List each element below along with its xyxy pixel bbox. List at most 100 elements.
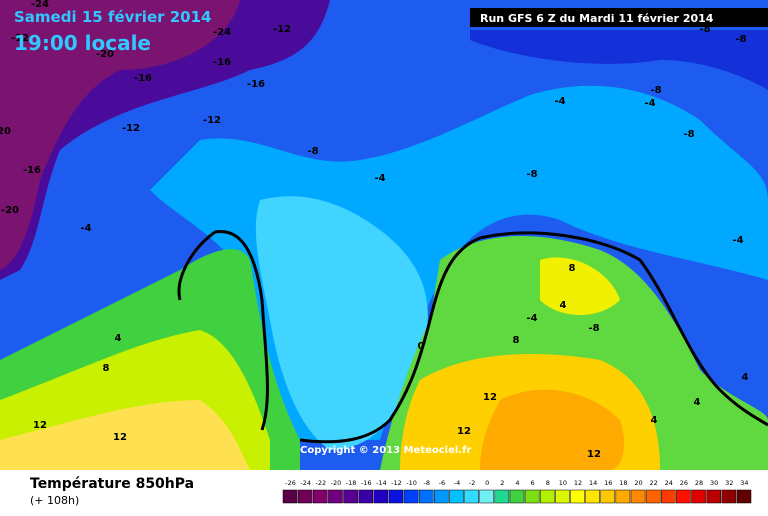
contour-label: -12 [11, 33, 29, 44]
contour-labels: -24 -12 -20 -24 -12 -16 -16 -16 -12 -12 20 -16 -20 -8… [0, 0, 749, 460]
contour-label: -8 [526, 169, 537, 180]
copyright: Copyright © 2013 Meteociel.fr [300, 445, 471, 456]
contour-label: 4 [115, 333, 122, 344]
legend-label: -18 [346, 479, 357, 487]
contour-label: 8 [569, 263, 576, 274]
contour-label: -12 [203, 115, 221, 126]
contour-label: 12 [457, 426, 471, 437]
zero-isotherm [177, 230, 768, 444]
legend-swatch [570, 489, 585, 504]
contour-label: -8 [699, 24, 710, 35]
contour-label: 12 [587, 449, 601, 460]
legend-swatch [358, 489, 374, 504]
legend-label: -10 [406, 479, 417, 487]
legend-label: -8 [423, 479, 429, 487]
legend-swatch [676, 489, 691, 504]
legend-swatch [479, 489, 495, 504]
legend-label: -4 [454, 479, 460, 487]
legend: -26 -24 -22 -20 -18 -16 -14 -12 -10 -8 -6 -4 -2 0 2 4 6 8… [282, 479, 752, 504]
run: Run GFS 6 Z du Mardi 11 février 2014 [480, 12, 714, 25]
legend-swatch [555, 489, 570, 504]
contour-label: -16 [134, 73, 152, 84]
legend-swatch [418, 489, 434, 504]
legend-label: 16 [604, 479, 612, 487]
legend-label: 20 [634, 479, 642, 487]
map [0, 0, 768, 470]
contour-label: 8 [103, 363, 110, 374]
legend-label: 32 [725, 479, 733, 487]
legend-label: 8 [546, 479, 550, 487]
legend-swatch [721, 489, 737, 504]
date: Samedi 15 février 2014 [14, 8, 211, 26]
legend-swatch [403, 489, 419, 504]
legend-label: 26 [680, 479, 688, 487]
contour-label: -20 [1, 205, 19, 216]
contour-label: 12 [483, 392, 497, 403]
legend-swatch [297, 489, 313, 504]
legend-label: 28 [695, 479, 703, 487]
contour-label: 0 [418, 341, 425, 352]
contour-label: 20 [0, 126, 11, 137]
legend-label: 22 [650, 479, 658, 487]
legend-label: 4 [515, 479, 519, 487]
legend-swatch [343, 489, 358, 504]
legend-swatch [736, 489, 752, 504]
legend-swatch [373, 489, 389, 504]
legend-swatch [388, 489, 404, 504]
contour-label: -16 [247, 79, 265, 90]
legend-label: -16 [361, 479, 372, 487]
contour-label: -24 [213, 27, 231, 38]
contour-label: -4 [554, 96, 565, 107]
legend-swatch [434, 489, 449, 504]
contour-label: -8 [683, 129, 694, 140]
legend-label: 14 [589, 479, 597, 487]
legend-swatch [524, 489, 540, 504]
legend-swatch [600, 489, 616, 504]
contour-label: 4 [560, 300, 567, 311]
contour-label: 8 [513, 335, 520, 346]
legend-swatch [464, 489, 479, 504]
legend-swatch [660, 489, 676, 504]
footer-lead: (+ 108h) [30, 494, 79, 507]
legend-swatch [645, 489, 661, 504]
legend-label: 30 [710, 479, 718, 487]
contour-label: -24 [31, 0, 49, 10]
legend-label: 10 [559, 479, 567, 487]
contour-label: -4 [644, 98, 655, 109]
contour-label: -12 [273, 24, 291, 35]
legend-label: 0 [485, 479, 489, 487]
time: 19:00 locale [14, 31, 151, 55]
contour-label: -4 [374, 173, 385, 184]
legend-swatch [539, 489, 555, 504]
legend-label: -2 [469, 479, 475, 487]
legend-label: 34 [740, 479, 748, 487]
legend-swatch [494, 489, 510, 504]
contour-label: -8 [650, 85, 661, 96]
contour-label: -16 [213, 57, 231, 68]
legend-label: -14 [376, 479, 387, 487]
contour-label: 12 [113, 432, 127, 443]
legend-label: 6 [531, 479, 535, 487]
legend-swatch [449, 489, 464, 504]
contour-label: -4 [526, 313, 537, 324]
contour-label: 4 [694, 397, 701, 408]
legend-label: -26 [285, 479, 296, 487]
legend-swatch [509, 489, 525, 504]
legend-label: -24 [300, 479, 311, 487]
legend-swatch [691, 489, 706, 504]
legend-label: 18 [619, 479, 627, 487]
legend-swatch [282, 489, 298, 504]
contour-label: -8 [735, 34, 746, 45]
legend-swatch [313, 489, 328, 504]
legend-label: -22 [316, 479, 327, 487]
contour-label: -4 [80, 223, 91, 234]
legend-label: -20 [331, 479, 342, 487]
contour-label: -16 [23, 165, 41, 176]
footer-title: Température 850hPa [30, 476, 194, 492]
contour-label: 4 [742, 372, 749, 383]
contour-label: 4 [651, 415, 658, 426]
contour-label: -4 [732, 235, 743, 246]
legend-label: -12 [391, 479, 402, 487]
legend-label: 2 [500, 479, 504, 487]
